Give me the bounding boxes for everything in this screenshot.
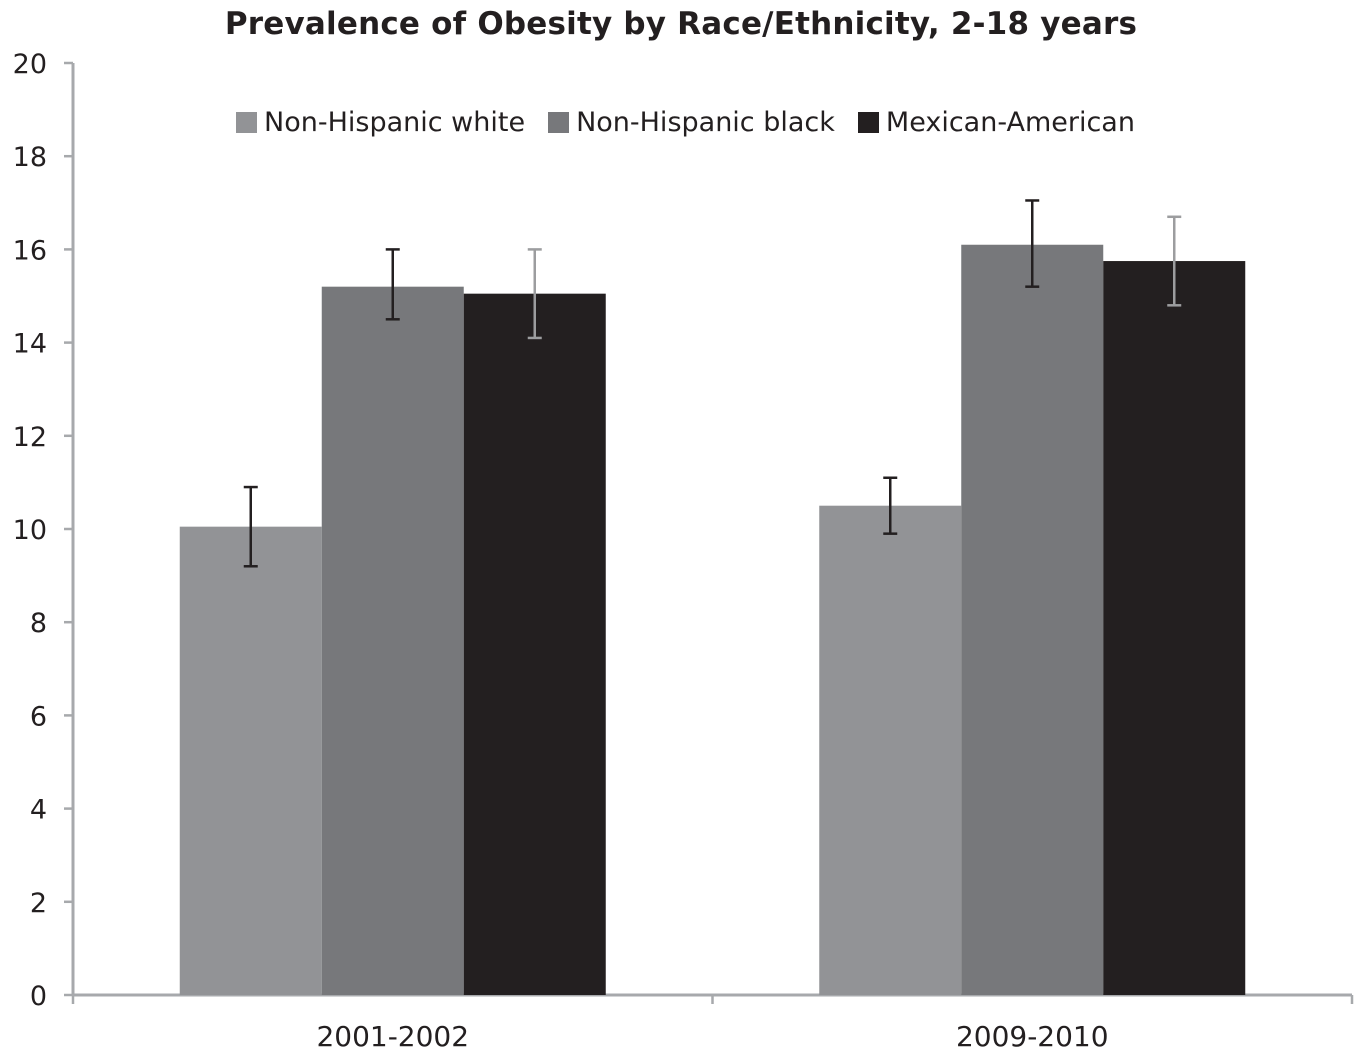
bar — [961, 244, 1104, 996]
y-tick-label: 16 — [13, 235, 47, 266]
legend-swatch-mexican-american — [857, 112, 879, 133]
y-tick-label: 20 — [13, 49, 47, 80]
y-tick-label: 10 — [13, 515, 47, 546]
bar — [1103, 261, 1246, 995]
bar — [819, 505, 962, 995]
y-tick-label: 0 — [30, 981, 47, 1012]
y-tick-label: 2 — [30, 888, 47, 919]
legend-item-non-hispanic-black: Non-Hispanic black — [548, 107, 835, 138]
legend: Non-Hispanic white Non-Hispanic black Me… — [236, 107, 1158, 138]
x-tick-label: 2009-2010 — [956, 1020, 1109, 1053]
legend-label-non-hispanic-black: Non-Hispanic black — [576, 107, 835, 138]
x-tick-label: 2001-2002 — [316, 1020, 469, 1053]
y-tick-label: 18 — [13, 142, 47, 173]
chart-title: Prevalence of Obesity by Race/Ethnicity,… — [224, 6, 1138, 42]
y-tick-label: 12 — [13, 422, 47, 453]
legend-swatch-non-hispanic-black — [548, 112, 570, 133]
legend-label-mexican-american: Mexican-American — [885, 107, 1135, 138]
y-tick-label: 4 — [30, 795, 47, 826]
legend-swatch-non-hispanic-white — [236, 112, 257, 133]
bar — [463, 293, 606, 995]
legend-item-mexican-american: Mexican-American — [857, 107, 1135, 138]
bar — [321, 286, 464, 995]
y-tick-label: 14 — [13, 329, 47, 360]
y-tick-label: 8 — [30, 608, 47, 639]
bar — [179, 526, 322, 995]
legend-label-non-hispanic-white: Non-Hispanic white — [264, 107, 526, 138]
y-tick-label: 6 — [30, 701, 47, 732]
legend-item-non-hispanic-white: Non-Hispanic white — [236, 107, 525, 138]
